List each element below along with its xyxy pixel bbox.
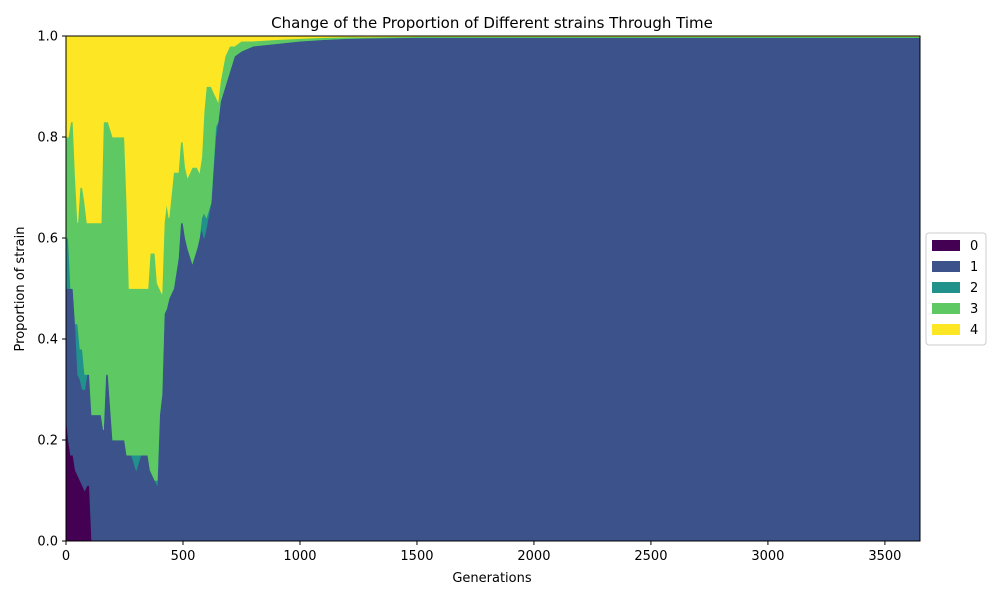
y-tick-label: 0.4 (37, 333, 58, 348)
x-tick-label: 1000 (283, 549, 316, 564)
x-tick-label: 3500 (868, 549, 901, 564)
x-tick-label: 3000 (751, 549, 784, 564)
x-axis: 0 500 1000 1500 2000 2500 3000 3500 (62, 541, 901, 564)
x-axis-label: Generations (452, 571, 532, 586)
x-tick-label: 2000 (517, 549, 550, 564)
legend-label-1: 1 (970, 260, 978, 275)
y-axis-label: Proportion of strain (13, 227, 28, 352)
legend-label-3: 3 (970, 302, 978, 317)
y-tick-label: 1.0 (37, 30, 58, 45)
legend: 0 1 2 3 4 (925, 232, 987, 346)
y-tick-label: 0.2 (37, 434, 58, 449)
y-axis: 0.0 0.2 0.4 0.6 0.8 1.0 (37, 30, 66, 550)
x-tick-label: 0 (62, 549, 70, 564)
legend-swatch-3 (932, 303, 960, 314)
plot-frame (65, 35, 921, 542)
y-tick-label: 0.0 (37, 535, 58, 550)
legend-swatch-0 (932, 240, 960, 251)
x-tick-label: 2500 (634, 549, 667, 564)
legend-swatch-2 (932, 282, 960, 293)
legend-swatch-1 (932, 261, 960, 272)
y-tick-label: 0.6 (37, 232, 58, 247)
plot-areas (65, 35, 921, 542)
legend-swatch-4 (932, 324, 960, 335)
chart-title: Change of the Proportion of Different st… (271, 14, 713, 32)
y-tick-label: 0.8 (37, 131, 58, 146)
legend-label-2: 2 (970, 281, 978, 296)
legend-label-4: 4 (970, 323, 978, 338)
legend-label-0: 0 (970, 239, 978, 254)
x-tick-label: 1500 (400, 549, 433, 564)
x-tick-label: 500 (171, 549, 196, 564)
